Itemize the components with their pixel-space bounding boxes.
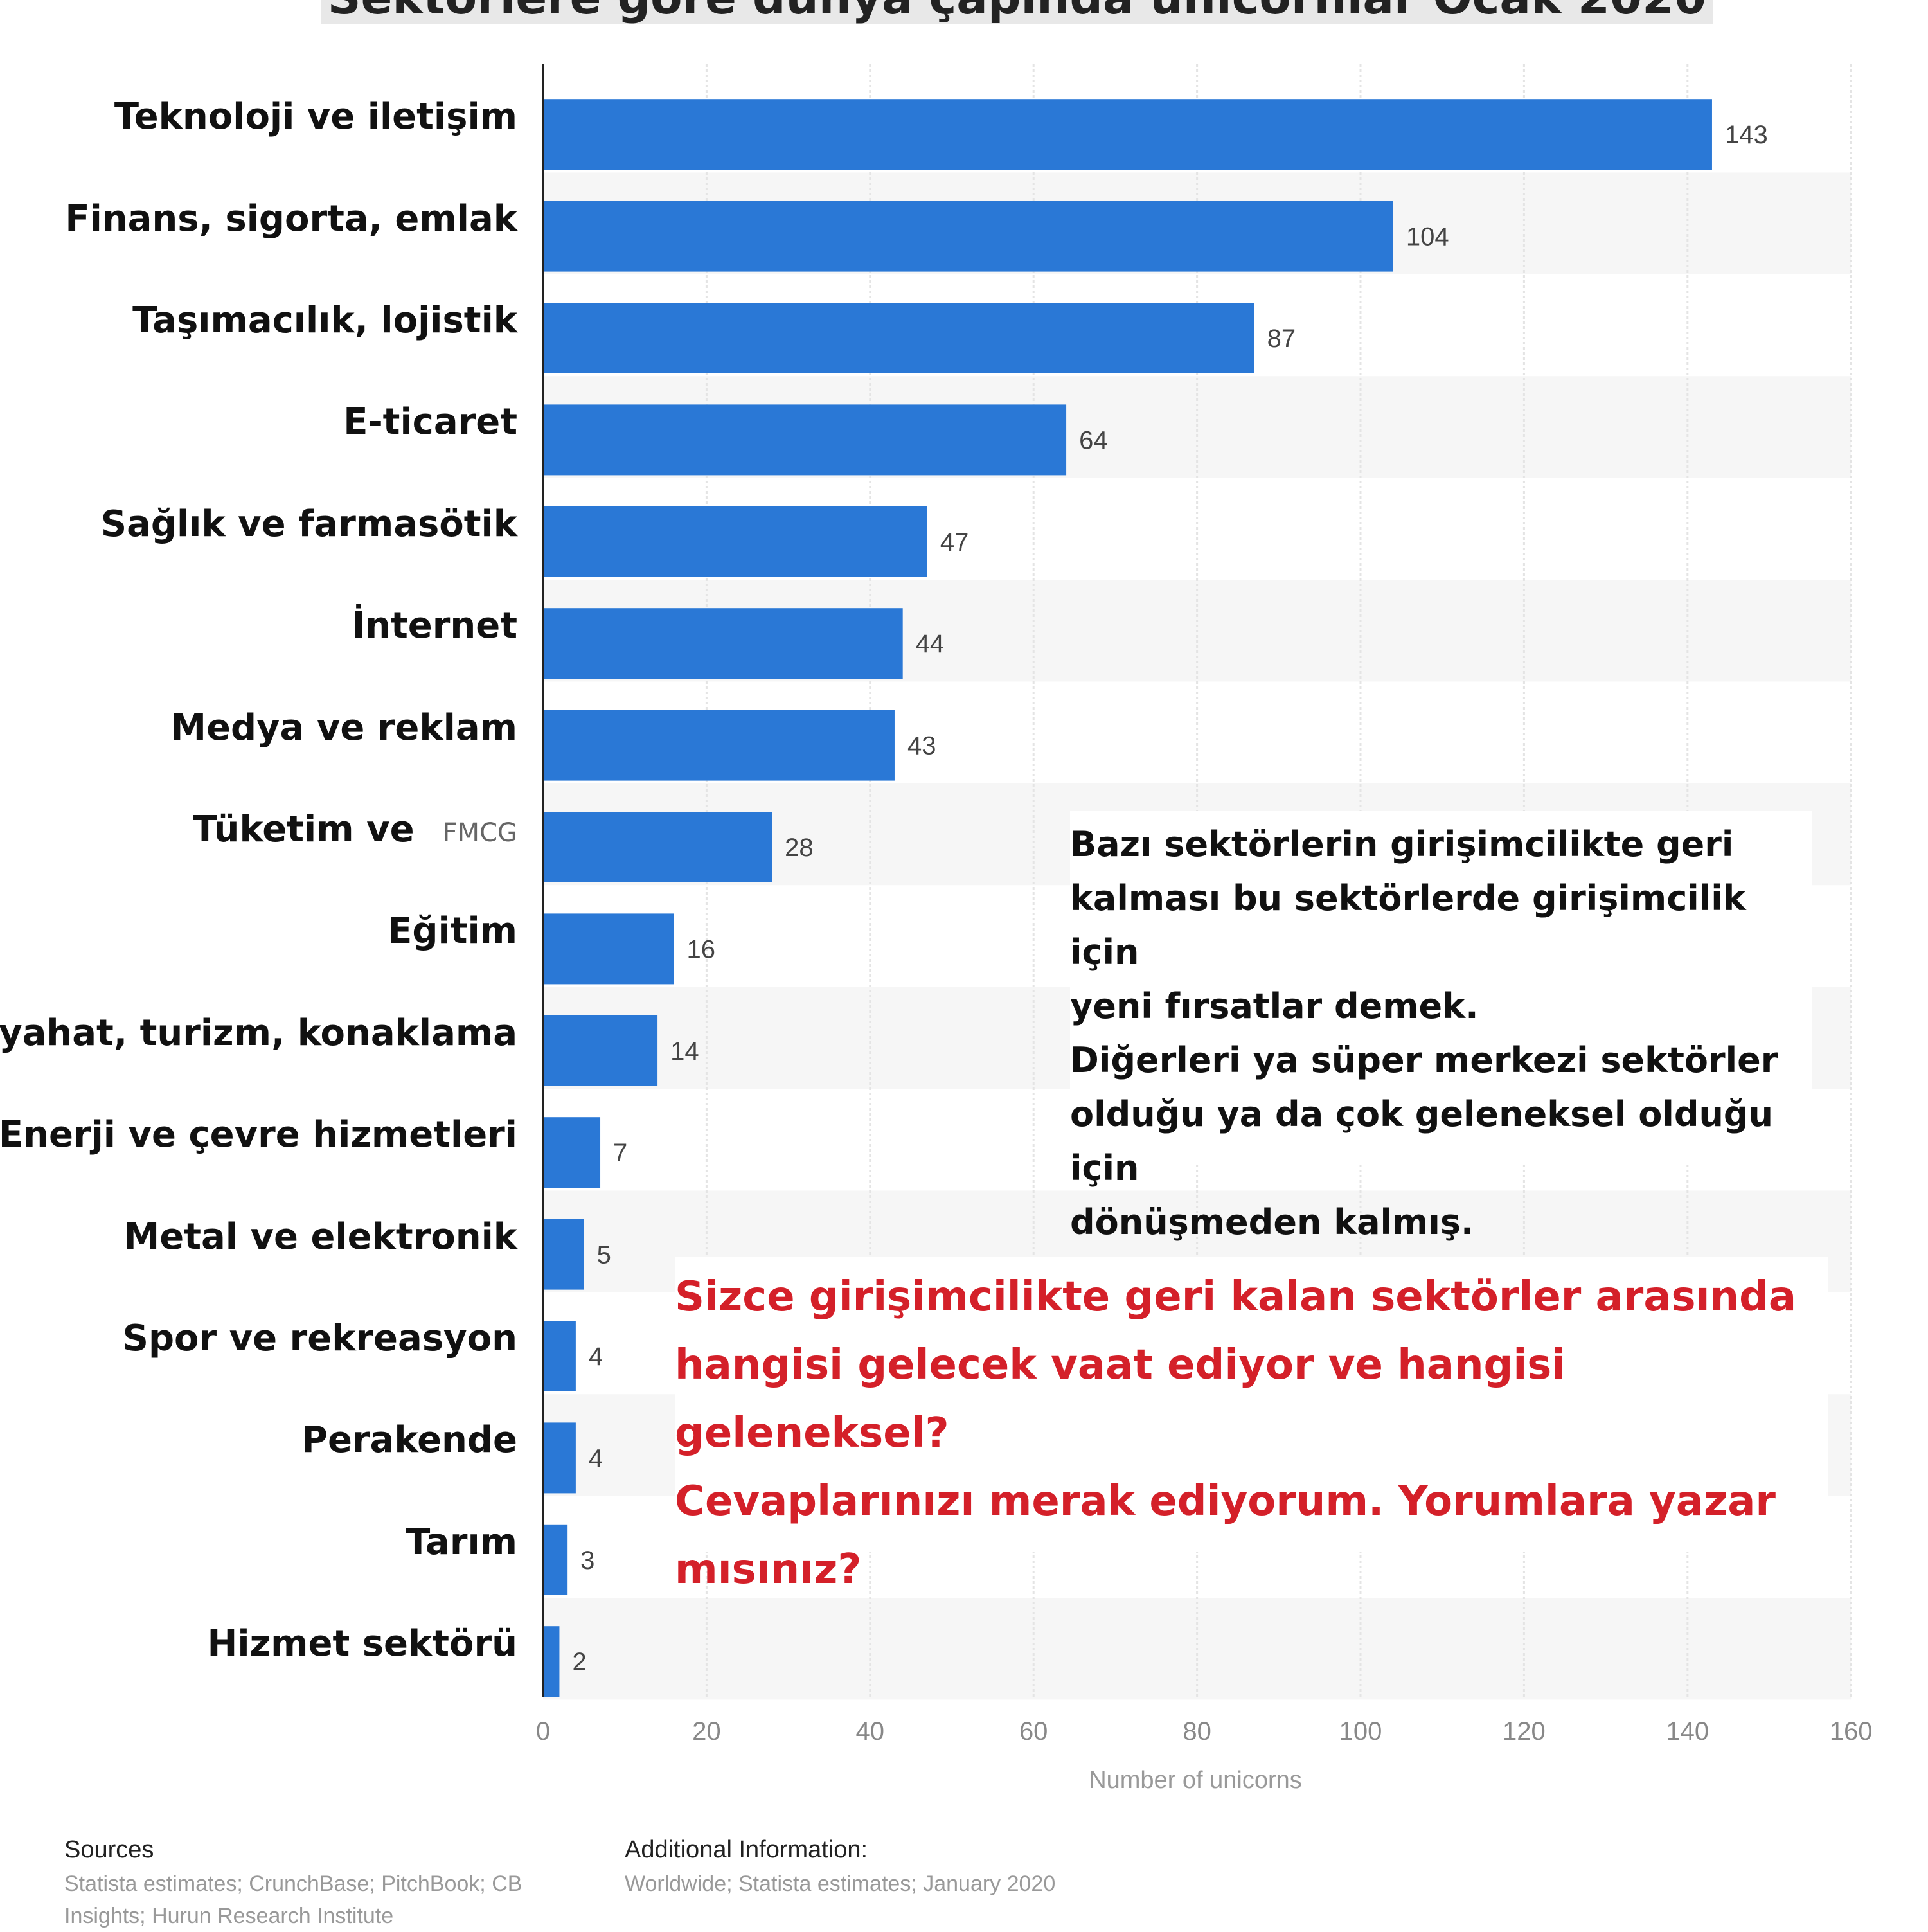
category-label: Enerji ve çevre hizmetleri — [0, 1105, 517, 1180]
x-tick-label: 140 — [1666, 1717, 1709, 1746]
value-label: 16 — [687, 935, 716, 963]
bar — [543, 1422, 576, 1494]
category-label: Spor ve rekreasyon — [103, 1309, 517, 1383]
bar — [543, 201, 1393, 272]
category-label: Eğitim — [368, 901, 517, 976]
sources-text: Statista estimates; CrunchBase; PitchBoo… — [64, 1872, 522, 1928]
bars — [543, 99, 1712, 1697]
x-tick-label: 120 — [1503, 1717, 1546, 1746]
annotation-note: Bazı sektörlerin girişimcilikte geri kal… — [1070, 811, 1812, 1242]
category-label-text: Sağlık ve farmasötik — [100, 503, 517, 545]
category-label: Teknoloji ve iletişim — [94, 87, 517, 162]
category-label: Finans, sigorta, emlak — [46, 188, 517, 264]
category-label-text: Spor ve rekreasyon — [122, 1318, 517, 1359]
value-label: 64 — [1079, 426, 1108, 454]
value-label: 3 — [580, 1546, 594, 1575]
bar — [543, 1117, 601, 1188]
category-label: Taşımacılık, lojistik — [113, 291, 517, 365]
x-tick-labels: 0 20 40 60 80 100 120 140 160 — [536, 1717, 1873, 1746]
bar — [543, 303, 1254, 373]
category-label: Tarım — [386, 1512, 517, 1587]
category-label: Medya ve reklam — [151, 697, 517, 773]
chart-title: Sektörlere göre dünya çapında unicornlar… — [321, 0, 1713, 24]
x-tick-label: 20 — [692, 1717, 721, 1746]
bar — [543, 99, 1712, 170]
category-label: Seyahat, turizm, konaklama — [0, 1003, 517, 1078]
x-axis-title: Number of unicorns — [1089, 1767, 1302, 1794]
category-label: Tüketim ve FMCG — [173, 800, 517, 874]
category-label-text: Perakende — [301, 1419, 517, 1462]
category-label-text: Finans, sigorta, emlak — [65, 197, 517, 240]
x-tick-label: 0 — [536, 1717, 550, 1746]
x-tick-label: 100 — [1339, 1717, 1382, 1746]
bar — [543, 1626, 560, 1697]
x-tick-label: 60 — [1019, 1717, 1048, 1746]
category-label: E-ticaret — [324, 392, 517, 467]
value-label: 4 — [589, 1444, 603, 1472]
category-label-text: Seyahat, turizm, konaklama — [0, 1012, 517, 1054]
additional-info-heading: Additional Information: — [625, 1836, 868, 1863]
category-label-text: Teknoloji ve iletişim — [114, 96, 517, 138]
value-label: 87 — [1267, 325, 1296, 353]
category-label-text: E-ticaret — [343, 401, 517, 443]
category-label-text: Eğitim — [388, 910, 517, 953]
bar — [543, 1219, 584, 1290]
bar — [543, 913, 674, 985]
additional-info-text: Worldwide; Statista estimates; January 2… — [625, 1872, 1056, 1896]
category-label: Sağlık ve farmasötik — [81, 494, 517, 569]
value-label: 47 — [940, 528, 969, 557]
chart-title-strip: Sektörlere göre dünya çapında unicornlar… — [321, 0, 1713, 24]
category-label-text: Tüketim ve — [192, 809, 415, 850]
value-label: 14 — [670, 1037, 699, 1066]
value-label: 143 — [1725, 121, 1768, 149]
bar — [543, 404, 1067, 476]
category-label-text: Medya ve reklam — [170, 706, 517, 749]
value-label: 104 — [1406, 223, 1449, 251]
category-label: Metal ve elektronik — [104, 1206, 518, 1282]
value-label: 43 — [907, 732, 936, 760]
bar — [543, 506, 927, 577]
category-label-text: Tarım — [406, 1521, 517, 1563]
value-label: 4 — [589, 1343, 603, 1371]
category-label-suffix: FMCG — [442, 818, 517, 848]
category-label-text: Hizmet sektörü — [207, 1623, 517, 1665]
category-label-text: Taşımacılık, lojistik — [132, 300, 517, 341]
bar — [543, 812, 772, 882]
x-tick-label: 40 — [856, 1717, 885, 1746]
value-label: 44 — [916, 630, 945, 658]
category-label: Hizmet sektörü — [188, 1614, 517, 1689]
value-label: 7 — [613, 1139, 627, 1167]
bar — [543, 1015, 658, 1086]
sources-heading: Sources — [64, 1836, 154, 1863]
category-label: Perakende — [281, 1410, 517, 1485]
x-tick-label: 80 — [1183, 1717, 1211, 1746]
category-label-text: Enerji ve çevre hizmetleri — [0, 1114, 517, 1156]
bar — [543, 608, 903, 679]
x-tick-label: 160 — [1830, 1717, 1873, 1746]
category-label-text: Metal ve elektronik — [123, 1215, 518, 1258]
bar — [543, 1321, 576, 1391]
bar — [543, 1524, 568, 1595]
annotation-question: Sizce girişimcilikte geri kalan sektörle… — [675, 1257, 1828, 1593]
category-label: İnternet — [332, 596, 517, 671]
category-label-text: İnternet — [352, 605, 517, 647]
value-label: 2 — [572, 1648, 586, 1676]
value-label: 28 — [785, 834, 814, 862]
value-label: 5 — [597, 1241, 611, 1269]
bar — [543, 710, 895, 781]
